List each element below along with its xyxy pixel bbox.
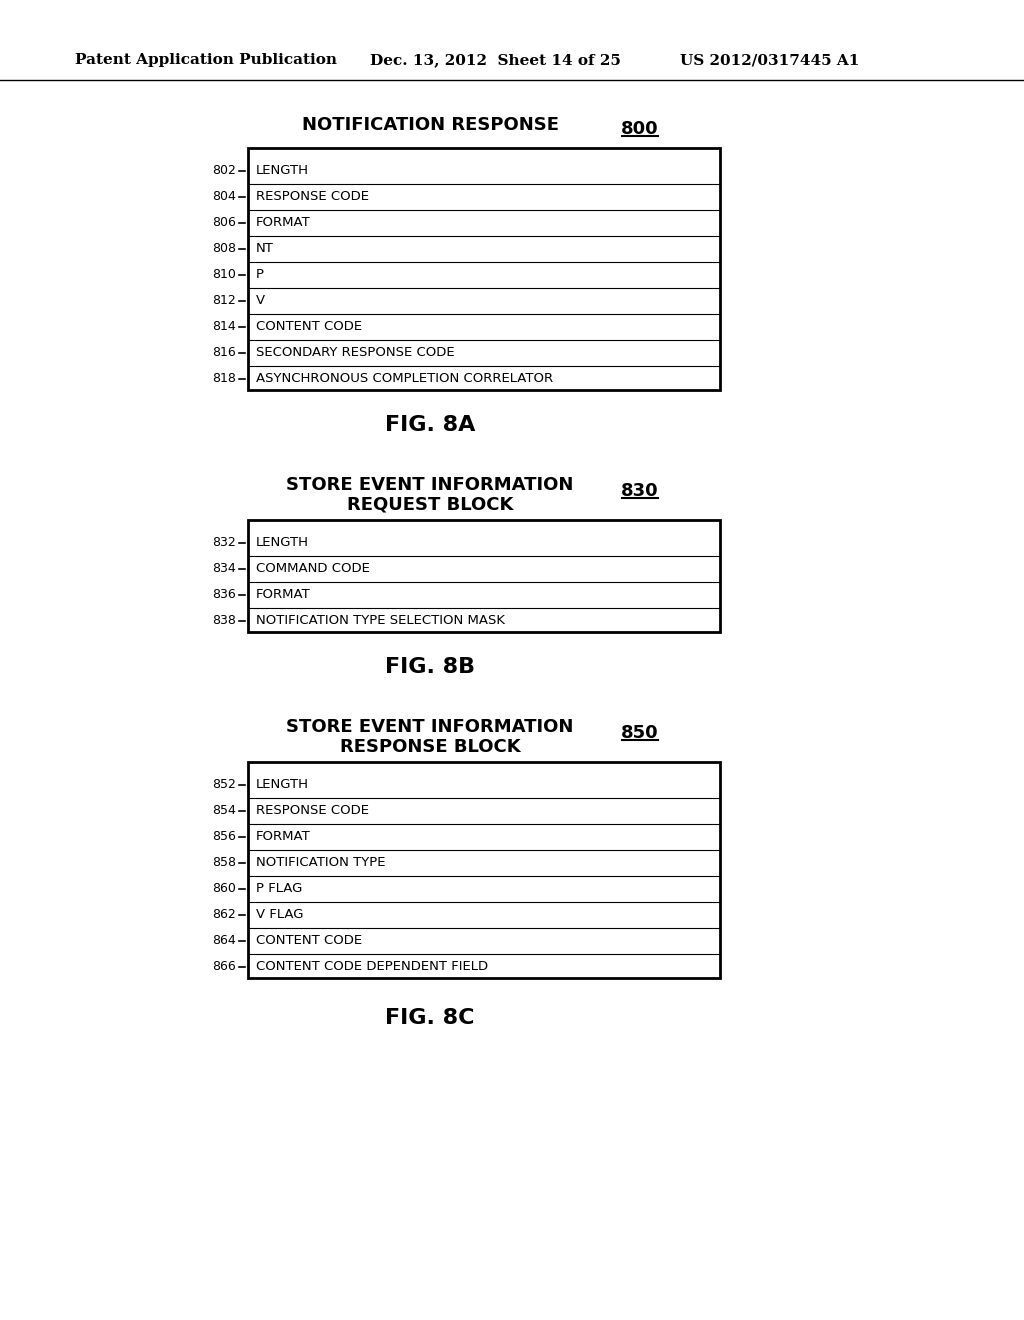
Text: LENGTH: LENGTH	[256, 779, 309, 792]
Text: 810: 810	[212, 268, 236, 281]
Text: P FLAG: P FLAG	[256, 883, 302, 895]
Text: 816: 816	[212, 346, 236, 359]
Text: 850: 850	[622, 723, 658, 742]
Text: STORE EVENT INFORMATION: STORE EVENT INFORMATION	[287, 477, 573, 494]
Text: RESPONSE CODE: RESPONSE CODE	[256, 804, 369, 817]
Text: 838: 838	[212, 615, 236, 627]
Text: STORE EVENT INFORMATION: STORE EVENT INFORMATION	[287, 718, 573, 737]
Text: RESPONSE BLOCK: RESPONSE BLOCK	[340, 738, 520, 756]
Text: 808: 808	[212, 243, 236, 256]
Text: CONTENT CODE: CONTENT CODE	[256, 321, 362, 334]
Text: CONTENT CODE: CONTENT CODE	[256, 935, 362, 948]
Text: 858: 858	[212, 857, 236, 870]
Text: US 2012/0317445 A1: US 2012/0317445 A1	[680, 53, 859, 67]
Text: CONTENT CODE DEPENDENT FIELD: CONTENT CODE DEPENDENT FIELD	[256, 961, 488, 974]
Text: 856: 856	[212, 830, 236, 843]
Text: SECONDARY RESPONSE CODE: SECONDARY RESPONSE CODE	[256, 346, 455, 359]
Text: 830: 830	[622, 482, 658, 500]
Text: LENGTH: LENGTH	[256, 536, 309, 549]
Text: 804: 804	[212, 190, 236, 203]
Text: 854: 854	[212, 804, 236, 817]
Text: 864: 864	[212, 935, 236, 948]
Text: NOTIFICATION TYPE: NOTIFICATION TYPE	[256, 857, 385, 870]
Text: 806: 806	[212, 216, 236, 230]
FancyBboxPatch shape	[248, 520, 720, 632]
Text: ASYNCHRONOUS COMPLETION CORRELATOR: ASYNCHRONOUS COMPLETION CORRELATOR	[256, 372, 553, 385]
Text: NOTIFICATION RESPONSE: NOTIFICATION RESPONSE	[301, 116, 558, 135]
Text: V: V	[256, 294, 265, 308]
Text: REQUEST BLOCK: REQUEST BLOCK	[347, 496, 513, 513]
Text: RESPONSE CODE: RESPONSE CODE	[256, 190, 369, 203]
Text: LENGTH: LENGTH	[256, 165, 309, 177]
Text: 834: 834	[212, 562, 236, 576]
Text: 862: 862	[212, 908, 236, 921]
Text: 800: 800	[622, 120, 658, 139]
Text: FORMAT: FORMAT	[256, 589, 310, 602]
Text: FIG. 8A: FIG. 8A	[385, 414, 475, 436]
Text: V FLAG: V FLAG	[256, 908, 303, 921]
Text: P: P	[256, 268, 264, 281]
Text: NOTIFICATION TYPE SELECTION MASK: NOTIFICATION TYPE SELECTION MASK	[256, 615, 505, 627]
FancyBboxPatch shape	[248, 762, 720, 978]
Text: FORMAT: FORMAT	[256, 830, 310, 843]
Text: Dec. 13, 2012  Sheet 14 of 25: Dec. 13, 2012 Sheet 14 of 25	[370, 53, 621, 67]
Text: 866: 866	[212, 961, 236, 974]
Text: 812: 812	[212, 294, 236, 308]
Text: 818: 818	[212, 372, 236, 385]
Text: Patent Application Publication: Patent Application Publication	[75, 53, 337, 67]
Text: 814: 814	[212, 321, 236, 334]
Text: FIG. 8C: FIG. 8C	[385, 1008, 475, 1028]
Text: 852: 852	[212, 779, 236, 792]
Text: 802: 802	[212, 165, 236, 177]
Text: 832: 832	[212, 536, 236, 549]
Text: NT: NT	[256, 243, 273, 256]
Text: 860: 860	[212, 883, 236, 895]
FancyBboxPatch shape	[248, 148, 720, 389]
Text: FIG. 8B: FIG. 8B	[385, 657, 475, 677]
Text: FORMAT: FORMAT	[256, 216, 310, 230]
Text: 836: 836	[212, 589, 236, 602]
Text: COMMAND CODE: COMMAND CODE	[256, 562, 370, 576]
